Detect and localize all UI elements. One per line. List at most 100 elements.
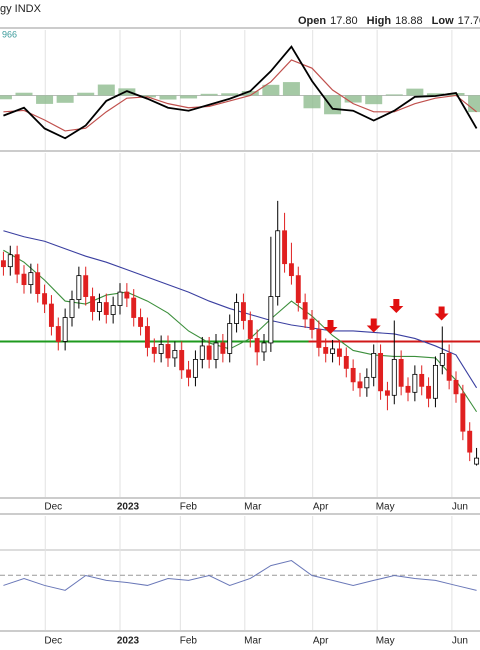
histogram-bar — [344, 95, 362, 103]
histogram-bar — [282, 82, 300, 96]
candle-body — [117, 291, 123, 306]
x-tick-label: 2023 — [117, 502, 140, 513]
macd-line — [3, 45, 478, 140]
candle-body — [83, 275, 89, 297]
histogram-bar — [56, 95, 74, 103]
x-tick-label: Jun — [452, 636, 468, 647]
annotation-arrow — [389, 299, 404, 314]
x-tick-label: May — [376, 502, 395, 513]
candle-body — [131, 297, 137, 318]
histogram-bar — [262, 84, 280, 96]
candle-body — [55, 326, 61, 342]
candle-body — [282, 230, 288, 265]
quote-value: 17.80 — [330, 15, 358, 27]
candle-body — [323, 347, 329, 354]
candle-body — [138, 317, 144, 327]
candle-body — [7, 254, 13, 268]
candle-body — [275, 230, 281, 297]
x-tick-label: Jun — [452, 502, 468, 513]
candle-body — [165, 344, 171, 359]
histogram-bar — [324, 95, 342, 115]
histogram-bar — [180, 95, 198, 99]
candle-body — [192, 358, 198, 378]
indicator-line — [3, 560, 477, 591]
candle-body — [179, 350, 185, 371]
x-tick-label: Mar — [244, 502, 262, 513]
candle-body — [467, 430, 473, 453]
histogram-bar — [406, 88, 424, 96]
candle-body — [432, 364, 438, 399]
candle-body — [350, 367, 356, 383]
candle-body — [419, 373, 425, 387]
candle-body — [261, 342, 267, 353]
moving-average — [3, 230, 478, 389]
candle-body — [316, 329, 322, 348]
candle-body — [35, 272, 41, 294]
candle-body — [110, 305, 116, 315]
x-tick-label: May — [376, 636, 395, 647]
quote-label: Open — [298, 15, 326, 27]
x-tick-label: Feb — [180, 502, 198, 513]
candle-body — [227, 323, 233, 354]
candle-body — [426, 385, 432, 399]
candle-body — [446, 353, 452, 381]
candle-body — [172, 350, 178, 359]
candle-body — [206, 345, 212, 360]
histogram-bar — [241, 91, 259, 96]
candle-body — [220, 342, 226, 354]
candle-body — [247, 320, 253, 339]
x-tick-label: Apr — [313, 636, 329, 647]
candle-body — [391, 358, 397, 396]
chart-title: gy INDX — [0, 3, 42, 15]
moving-average — [3, 249, 478, 413]
candle-body — [398, 358, 404, 387]
candle-body — [295, 275, 301, 303]
histogram-bar — [159, 95, 177, 100]
candle-body — [371, 353, 377, 378]
histogram-bar — [0, 95, 12, 100]
candle-body — [453, 379, 459, 395]
x-tick-label: Dec — [44, 636, 62, 647]
candle-body — [103, 302, 109, 315]
candle-body — [439, 353, 445, 366]
quote-label: High — [367, 15, 392, 27]
histogram-bar — [426, 93, 444, 96]
candle-body — [144, 326, 150, 348]
candle-body — [288, 263, 294, 277]
annotation-arrow — [434, 306, 449, 321]
candle-body — [309, 318, 315, 330]
histogram-bar — [385, 94, 403, 96]
candle-body — [0, 260, 6, 268]
candle-body — [357, 381, 363, 389]
x-tick-label: Apr — [313, 502, 329, 513]
candle-body — [302, 302, 308, 320]
candle-body — [62, 317, 68, 342]
candle-body — [21, 273, 27, 286]
x-tick-label: Feb — [180, 636, 198, 647]
candle-body — [213, 342, 219, 360]
candle-body — [14, 254, 20, 275]
candle-body — [158, 344, 164, 354]
histogram-bar — [15, 92, 33, 96]
candle-body — [48, 303, 54, 327]
histogram-bar — [365, 95, 383, 105]
candle-body — [378, 353, 384, 392]
candle-body — [405, 385, 411, 393]
candle-body — [343, 356, 349, 369]
x-tick-label: Mar — [244, 636, 262, 647]
annotation-arrow — [323, 319, 338, 334]
candle-body — [240, 302, 246, 321]
candle-body — [199, 345, 205, 360]
candle-body — [28, 272, 34, 286]
histogram-bar — [97, 84, 115, 96]
candle-body — [96, 302, 102, 312]
histogram-bar — [468, 95, 480, 113]
x-tick-label: Dec — [44, 502, 62, 513]
candle-body — [69, 299, 75, 318]
candle-body — [384, 390, 390, 396]
candle-body — [336, 348, 342, 357]
candle-body — [364, 376, 370, 389]
